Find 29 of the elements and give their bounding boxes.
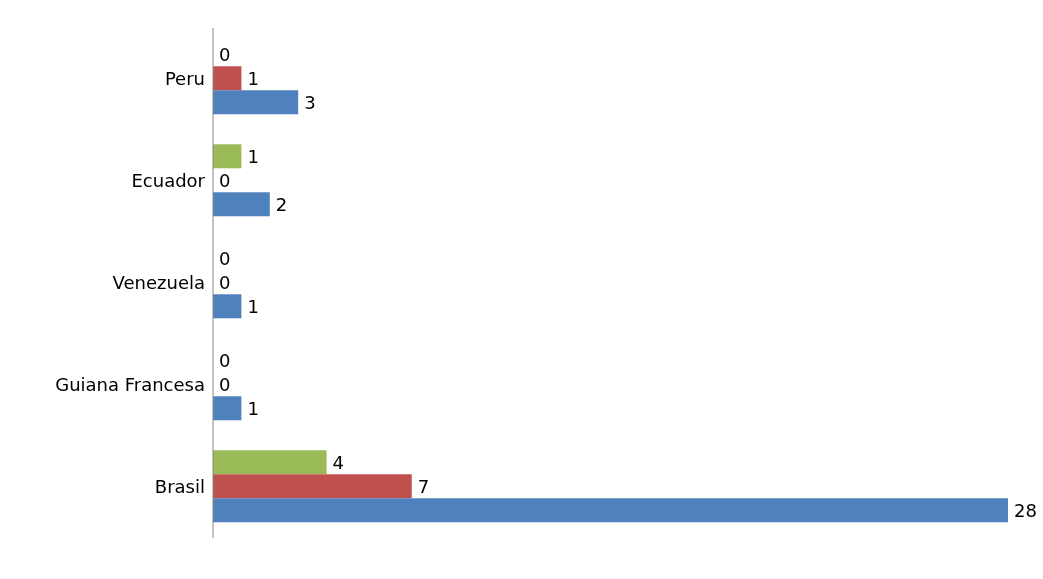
bar <box>213 474 412 499</box>
data-label: 1 <box>247 295 259 317</box>
y-tick-label: Venezuela <box>112 272 205 294</box>
data-label: 7 <box>417 475 430 497</box>
data-label: 0 <box>219 349 231 371</box>
bar <box>213 450 327 475</box>
bar <box>213 144 242 169</box>
data-label: 0 <box>219 43 231 65</box>
data-label: 0 <box>219 373 231 395</box>
data-label: 1 <box>247 145 259 167</box>
data-label: 0 <box>219 247 231 269</box>
y-tick-label: Ecuador <box>131 170 206 192</box>
data-label: 0 <box>219 169 231 191</box>
data-label: 2 <box>275 193 288 215</box>
y-tick-label: Guiana Francesa <box>55 374 205 396</box>
data-label: 0 <box>219 271 231 293</box>
data-label: 28 <box>1014 499 1037 521</box>
y-tick-label: Peru <box>164 68 205 90</box>
y-tick-label: Brasil <box>154 476 205 498</box>
bar <box>213 192 270 217</box>
bar <box>213 66 242 91</box>
bar <box>213 498 1008 523</box>
data-label: 3 <box>304 91 316 113</box>
bar <box>213 396 242 421</box>
bar <box>213 90 299 115</box>
data-label: 1 <box>247 397 259 419</box>
data-label: 1 <box>247 67 259 89</box>
bar <box>213 294 242 319</box>
data-label: 4 <box>332 451 345 473</box>
